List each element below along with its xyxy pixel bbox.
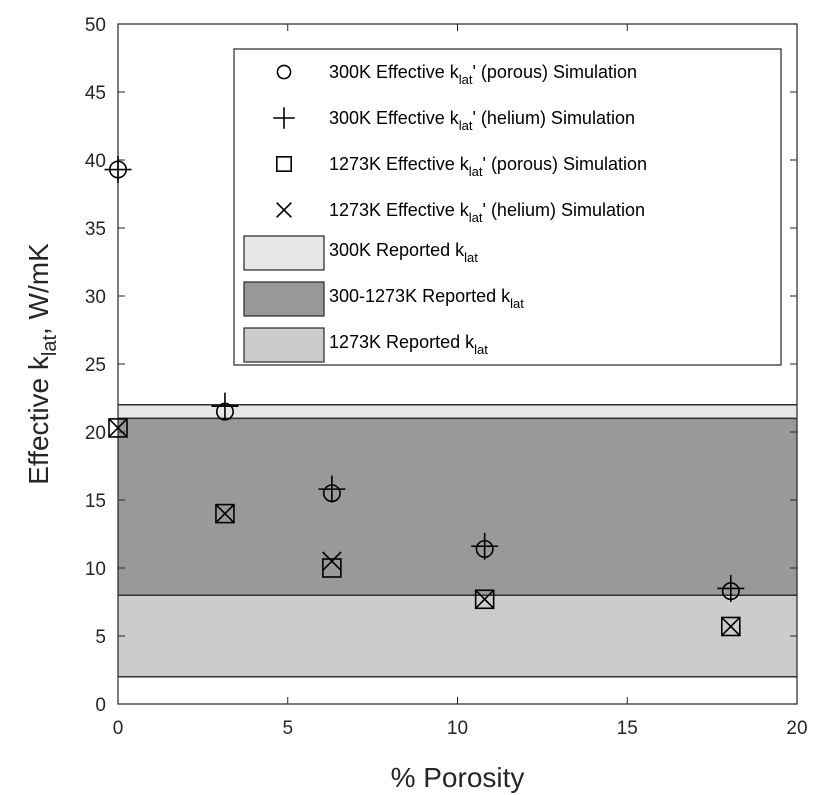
legend-marker-circle [276, 64, 292, 80]
y-tick-label: 40 [85, 151, 106, 172]
y-tick-label: 20 [85, 423, 106, 444]
y-axis-label-subscript: lat [39, 335, 61, 357]
x-tick-label: 10 [447, 718, 468, 739]
x-tick-label: 5 [282, 718, 293, 739]
data-point-plus [471, 532, 499, 560]
data-point-x [721, 616, 741, 637]
legend-label: 300K Effective klat' (porous) Simulation [329, 62, 637, 87]
data-point-plus [211, 392, 239, 420]
x-tick-label: 20 [786, 718, 807, 739]
y-tick-label: 50 [85, 15, 106, 36]
legend-label: 1273K Effective klat' (porous) Simulatio… [329, 154, 647, 179]
legend-label: 1273K Effective klat' (helium) Simulatio… [329, 200, 645, 225]
band-1 [118, 418, 797, 596]
legend-symbol-square [275, 156, 292, 173]
legend-text-main: 300-1273K Reported k [329, 286, 511, 306]
data-point-square [215, 503, 235, 524]
legend-text-subscript: lat [474, 342, 488, 357]
legend-symbol-plus [273, 107, 295, 129]
data-point-plus [717, 574, 745, 602]
legend-label: 300-1273K Reported klat [329, 286, 524, 311]
data-point-x [322, 551, 342, 571]
band-0 [118, 404, 797, 419]
legend-marker-x [276, 202, 292, 218]
legend-text-tail: ' (porous) Simulation [483, 154, 648, 174]
legend-text-subscript: lat [459, 72, 473, 87]
series-2 [108, 418, 741, 637]
legend-text-subscript: lat [510, 296, 524, 311]
data-point-plus [104, 156, 132, 184]
y-tick-label: 25 [85, 355, 106, 376]
legend-symbol-x [276, 202, 292, 218]
data-point-plus [318, 475, 346, 503]
data-markers [104, 156, 745, 637]
legend-swatch [243, 281, 325, 317]
legend-text-main: 300K Effective k [329, 108, 460, 128]
data-point-square [108, 418, 128, 438]
legend-label: 300K Reported klat [329, 240, 478, 265]
legend-text-main: 1273K Effective k [329, 154, 470, 174]
legend-text-main: 1273K Reported k [329, 332, 475, 352]
legend-text-main: 300K Effective k [329, 62, 460, 82]
y-axis-label-suffix: , W/mK [23, 243, 54, 335]
y-tick-label: 15 [85, 491, 106, 512]
legend-marker-plus [273, 107, 295, 129]
legend-label: 1273K Reported klat [329, 332, 488, 357]
y-tick-label: 0 [95, 695, 106, 716]
y-axis-label: Effective klat, W/mK [23, 243, 61, 485]
legend-marker-square [275, 156, 292, 173]
data-point-x [108, 418, 128, 438]
legend-symbol-circle [276, 64, 292, 80]
legend-text-tail: ' (helium) Simulation [472, 108, 635, 128]
y-tick-label: 5 [95, 627, 106, 648]
legend-text-subscript: lat [469, 164, 483, 179]
legend-text-subscript: lat [469, 210, 483, 225]
band-2 [118, 595, 797, 677]
legend-swatch [243, 235, 325, 271]
y-tick-label: 45 [85, 83, 106, 104]
legend-swatch [243, 327, 325, 363]
y-tick-label: 35 [85, 219, 106, 240]
x-axis-label: % Porosity [391, 762, 525, 793]
legend-text-main: 300K Reported k [329, 240, 465, 260]
y-tick-label: 10 [85, 559, 106, 580]
legend-text-subscript: lat [459, 118, 473, 133]
data-point-x [215, 503, 235, 524]
x-tick-label: 0 [113, 718, 124, 739]
x-tick-label: 15 [617, 718, 638, 739]
legend-text-main: 1273K Effective k [329, 200, 470, 220]
data-point-square [474, 589, 495, 610]
axes: 0 5 10 15 20 0 5 10 15 20 25 30 35 40 45 50 [85, 15, 808, 739]
legend-box [233, 48, 782, 366]
series-3 [108, 418, 741, 637]
legend-text-subscript: lat [464, 250, 478, 265]
band-layer [118, 404, 797, 678]
data-point-square [322, 558, 342, 578]
series-1 [104, 156, 745, 602]
legend-text-tail: ' (porous) Simulation [472, 62, 637, 82]
legend: 300K Effective klat' (porous) Simulation… [233, 48, 782, 366]
data-point-x [474, 589, 495, 610]
legend-label: 300K Effective klat' (helium) Simulation [329, 108, 635, 133]
legend-text-tail: ' (helium) Simulation [483, 200, 646, 220]
data-point-square [720, 616, 741, 637]
y-tick-label: 30 [85, 287, 106, 308]
y-axis-label-main: Effective k [23, 355, 54, 485]
